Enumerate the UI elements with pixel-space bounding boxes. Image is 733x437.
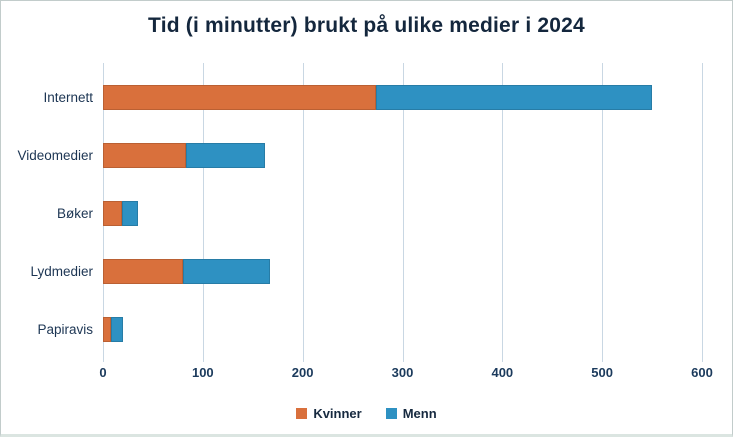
kvinner-swatch-icon	[296, 408, 308, 419]
bar-segment-menn-2	[121, 200, 138, 226]
gridline-400	[502, 63, 504, 353]
bar-row-0	[103, 68, 702, 126]
stacked-bar-4	[103, 316, 123, 342]
bar-rows	[103, 68, 702, 358]
chart-title: Tid (i minutter) brukt på ulike medier i…	[148, 14, 585, 37]
category-label-0: Internett	[43, 89, 93, 105]
gridline-300	[402, 63, 404, 353]
legend-label-menn: Menn	[402, 406, 437, 421]
bar-segment-menn-3	[182, 258, 270, 284]
bar-segment-menn-4	[110, 316, 123, 342]
menn-swatch-icon	[385, 408, 397, 419]
legend-entry-menn: Menn	[385, 406, 437, 421]
category-label-1: Videomedier	[17, 147, 93, 163]
tick-mark-500	[602, 353, 604, 362]
tick-label-100: 100	[191, 365, 214, 380]
tick-mark-0	[103, 353, 104, 362]
bar-segment-kvinner-2	[103, 200, 122, 226]
tick-mark-200	[302, 353, 304, 362]
stacked-bar-2	[103, 200, 138, 226]
tick-label-600: 600	[691, 365, 713, 380]
bar-segment-kvinner-3	[103, 258, 183, 284]
gridline-600	[702, 63, 703, 353]
bar-segment-menn-0	[375, 84, 653, 110]
tick-label-400: 400	[491, 365, 514, 380]
bar-row-4	[103, 300, 702, 358]
gridline-200	[302, 63, 304, 353]
category-label-4: Papiravis	[37, 321, 93, 337]
tick-label-200: 200	[291, 365, 314, 380]
plot-area: 0 100 200 300 400 500 600	[99, 63, 713, 380]
tick-mark-400	[502, 353, 504, 362]
category-label-3: Lydmedier	[30, 263, 93, 279]
bar-row-1	[103, 126, 702, 184]
bar-row-2	[103, 184, 702, 242]
bar-segment-kvinner-0	[103, 84, 376, 110]
stacked-bar-0	[103, 84, 653, 110]
bar-segment-kvinner-1	[103, 142, 186, 168]
tick-mark-100	[202, 353, 204, 362]
legend-label-kvinner: Kvinner	[313, 406, 362, 421]
category-label-2: Bøker	[56, 205, 93, 221]
stacked-bar-3	[103, 258, 270, 284]
category-labels: Internett Videomedier Bøker Lydmedier Papira…	[1, 68, 93, 358]
bar-row-3	[103, 242, 702, 300]
tick-label-500: 500	[591, 365, 614, 380]
gridline-500	[602, 63, 604, 353]
tick-label-300: 300	[391, 365, 414, 380]
bar-segment-menn-1	[185, 142, 265, 168]
legend-entry-kvinner: Kvinner	[296, 406, 362, 421]
bar-segment-kvinner-4	[103, 316, 111, 342]
tick-label-0: 0	[99, 365, 107, 380]
stacked-bar-1	[103, 142, 265, 168]
tick-mark-600	[702, 353, 703, 362]
gridline-100	[202, 63, 204, 353]
legend: Kvinner Menn	[1, 406, 732, 421]
tick-mark-300	[402, 353, 404, 362]
